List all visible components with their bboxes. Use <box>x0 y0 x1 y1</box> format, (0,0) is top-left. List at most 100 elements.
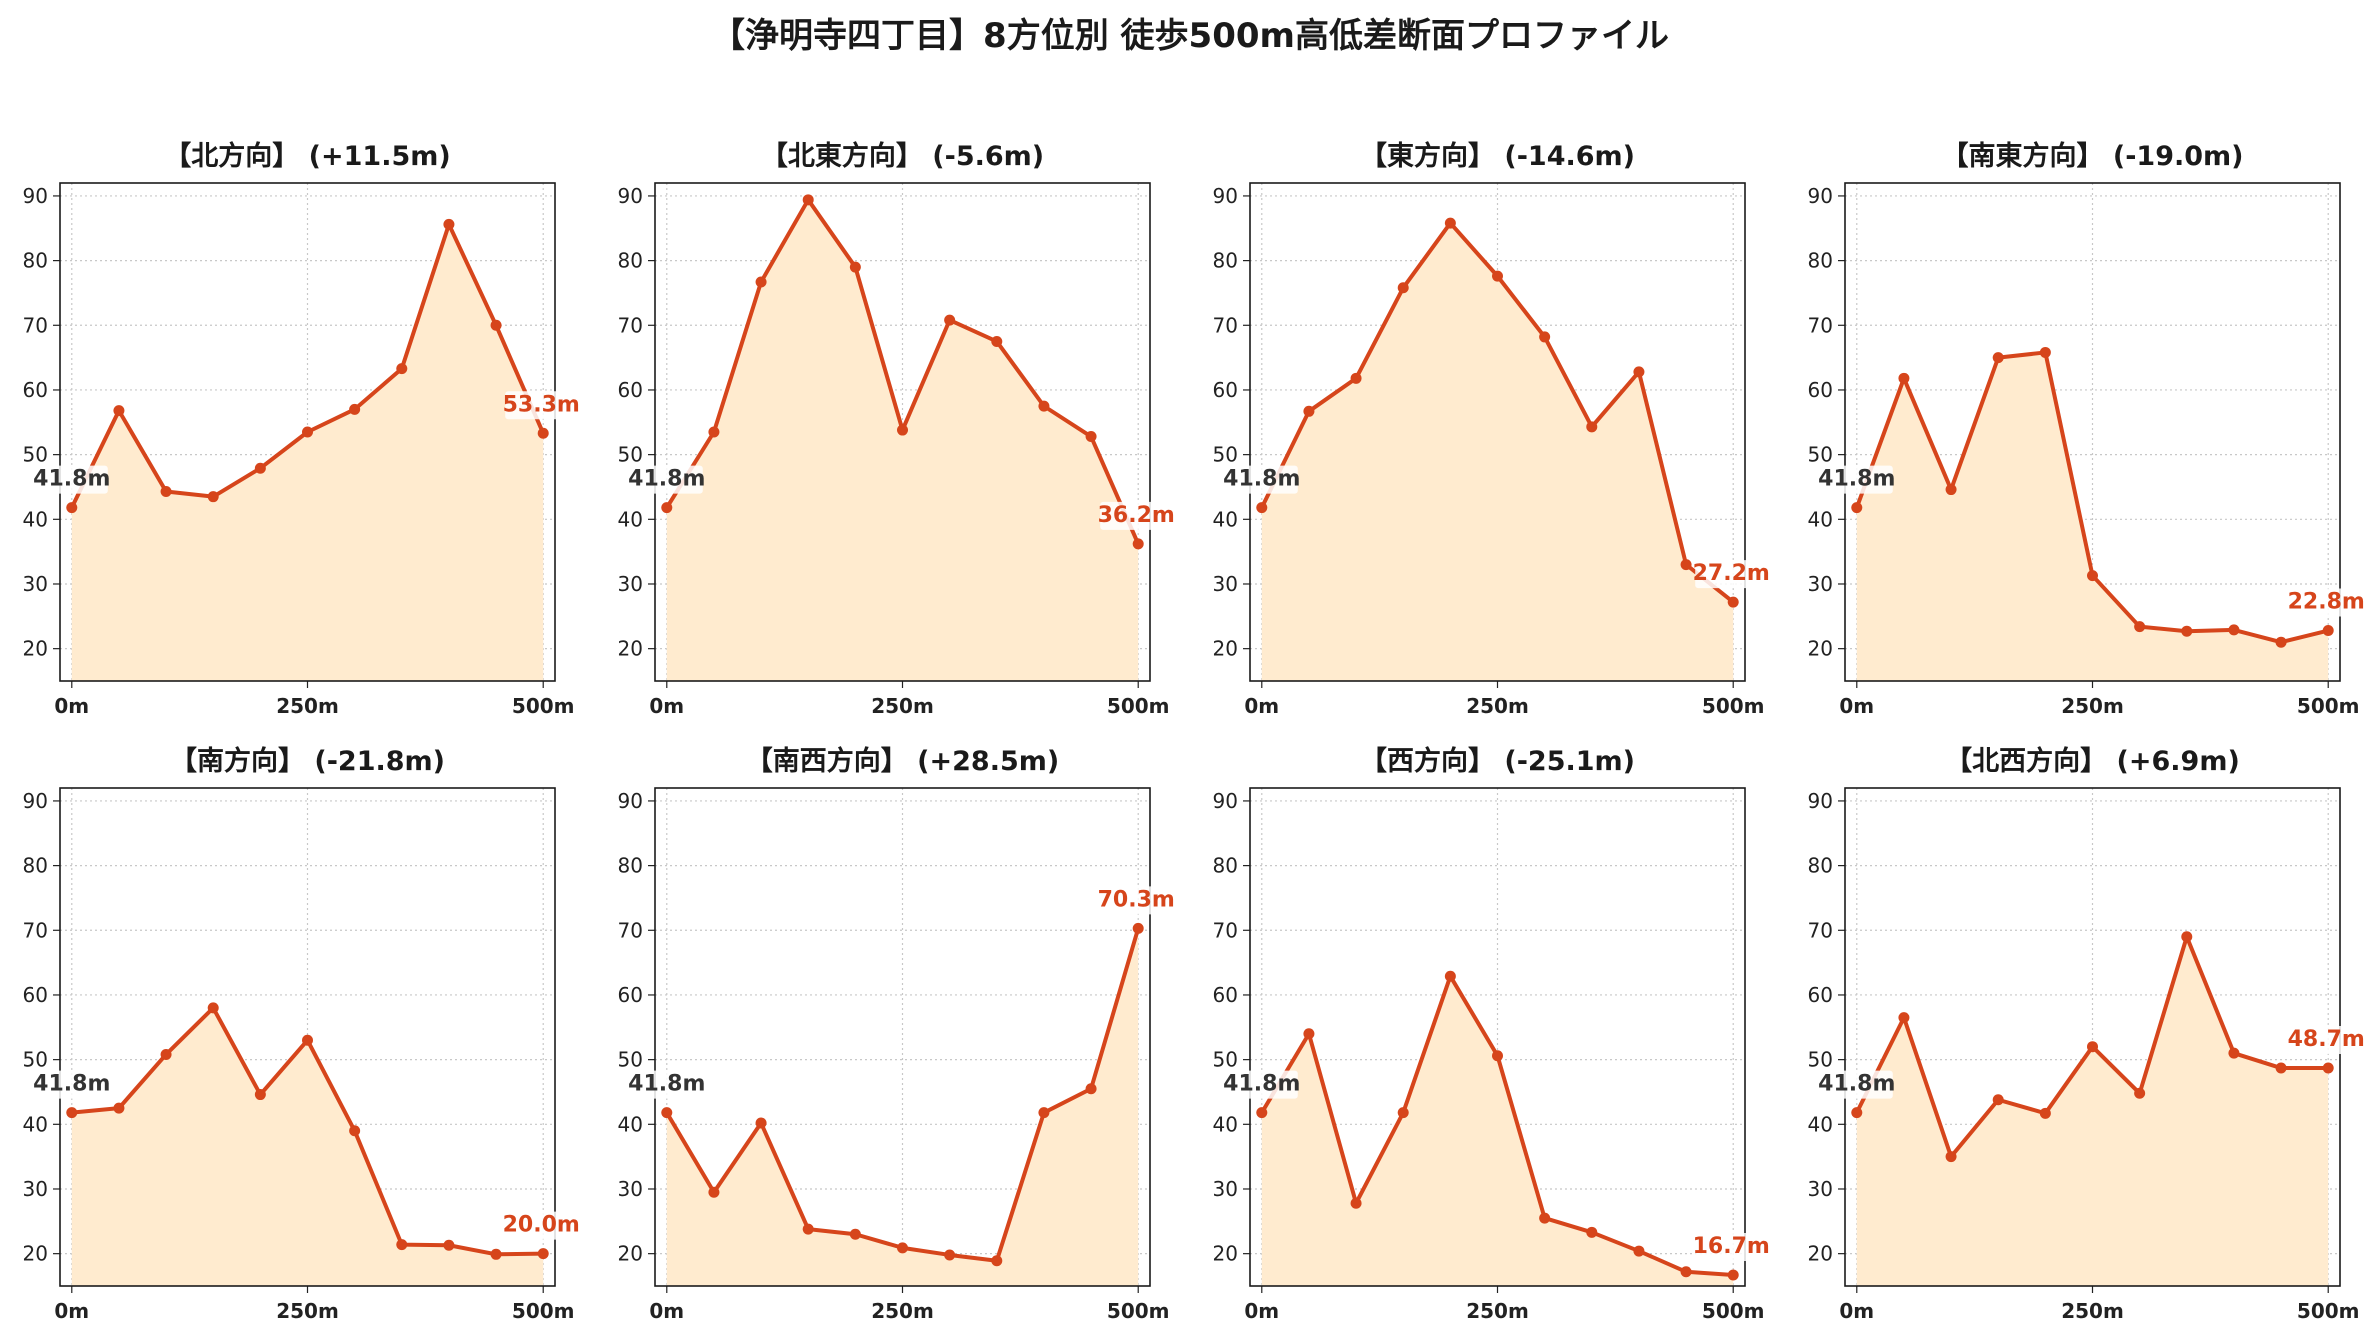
data-point <box>2087 570 2098 582</box>
y-tick-label: 50 <box>618 1048 643 1072</box>
y-tick-label: 30 <box>1213 1177 1238 1201</box>
data-point <box>396 363 408 375</box>
data-point <box>2134 621 2146 633</box>
end-label-bg <box>2290 1026 2363 1055</box>
area-fill <box>1856 352 2329 681</box>
data-point <box>490 319 502 331</box>
start-label: 41.8m <box>1818 467 1895 492</box>
y-tick-label: 50 <box>1213 1048 1238 1072</box>
data-point <box>2134 1087 2146 1099</box>
x-tick-label: 250m <box>1466 694 1529 718</box>
y-tick-label: 80 <box>1808 249 1833 273</box>
y-tick-label: 60 <box>1213 378 1238 402</box>
data-point <box>2181 931 2193 943</box>
x-tick-label: 250m <box>2061 1299 2124 1323</box>
data-point <box>1680 559 1692 571</box>
data-point <box>207 1002 219 1014</box>
y-tick-label: 40 <box>1808 507 1833 531</box>
data-point <box>349 1125 361 1137</box>
end-label-bg <box>1695 1233 1768 1262</box>
data-point <box>755 1117 767 1129</box>
y-tick-label: 20 <box>1213 1242 1238 1266</box>
x-tick-label: 0m <box>54 1299 89 1323</box>
data-point <box>113 405 125 417</box>
x-tick-label: 250m <box>1466 1299 1529 1323</box>
end-label: 36.2m <box>1098 503 1175 528</box>
data-point <box>1303 1028 1315 1040</box>
y-tick-label: 20 <box>618 1242 643 1266</box>
x-tick-label: 250m <box>276 694 339 718</box>
y-tick-label: 30 <box>1808 1177 1833 1201</box>
y-tick-label: 30 <box>23 1177 48 1201</box>
data-point <box>991 1255 1003 1267</box>
plot-frame <box>1249 182 1746 682</box>
area-fill <box>71 1007 544 1286</box>
end-label-bg <box>1100 501 1173 530</box>
end-label-bg <box>505 391 578 420</box>
y-tick-label: 70 <box>23 918 48 942</box>
y-tick-label: 60 <box>1808 983 1833 1007</box>
data-point <box>1992 1094 2004 1106</box>
panel-title: 【東方向】 (-14.6m) <box>1360 140 1635 172</box>
data-point <box>537 1248 549 1260</box>
start-label: 41.8m <box>628 467 705 492</box>
y-tick-label: 70 <box>618 313 643 337</box>
data-point <box>1945 484 1957 496</box>
data-point <box>1085 431 1097 443</box>
y-tick-label: 60 <box>23 378 48 402</box>
x-tick-label: 250m <box>871 694 934 718</box>
start-label: 41.8m <box>1818 1072 1895 1097</box>
x-tick-label: 500m <box>512 1299 575 1323</box>
data-point <box>1633 1245 1645 1257</box>
start-label: 41.8m <box>33 467 110 492</box>
y-tick-label: 90 <box>23 184 48 208</box>
data-point <box>1397 1107 1409 1119</box>
plot-frame <box>1249 787 1746 1287</box>
chart-panel-7: 【北西方向】 (+6.9m) 20 30 40 50 60 70 80 90 0m 250m 500m… <box>1808 745 2365 1323</box>
plot-frame <box>654 182 1151 682</box>
data-point <box>160 1048 172 1060</box>
start-label-bg <box>630 465 703 494</box>
y-tick-label: 90 <box>618 789 643 813</box>
y-tick-label: 20 <box>618 637 643 661</box>
end-label-bg <box>505 1211 578 1240</box>
data-point <box>66 502 78 514</box>
data-point <box>2275 636 2287 648</box>
start-label-bg <box>35 465 108 494</box>
y-tick-label: 30 <box>618 1177 643 1201</box>
y-tick-label: 30 <box>23 572 48 596</box>
y-tick-label: 80 <box>23 854 48 878</box>
y-tick-label: 80 <box>1808 854 1833 878</box>
plot-frame <box>654 787 1151 1287</box>
data-point <box>254 1089 266 1101</box>
y-tick-label: 50 <box>1808 1048 1833 1072</box>
end-label: 53.3m <box>503 392 580 417</box>
data-point <box>537 427 549 439</box>
end-label: 16.7m <box>1693 1234 1770 1259</box>
data-point <box>1851 502 1863 514</box>
data-point <box>708 426 720 438</box>
y-tick-label: 20 <box>23 1242 48 1266</box>
data-point <box>1492 1050 1503 1062</box>
x-tick-label: 0m <box>649 1299 684 1323</box>
area-fill <box>666 199 1139 681</box>
y-tick-label: 20 <box>23 637 48 661</box>
data-point <box>1727 1269 1739 1281</box>
data-point <box>2228 624 2240 636</box>
data-point <box>1945 1151 1957 1163</box>
y-tick-label: 50 <box>618 443 643 467</box>
data-point <box>302 426 313 438</box>
y-tick-label: 40 <box>23 1112 48 1136</box>
y-tick-label: 70 <box>1808 313 1833 337</box>
data-point <box>2039 1107 2051 1119</box>
y-tick-label: 40 <box>1213 1112 1238 1136</box>
chart-panel-1: 【北東方向】 (-5.6m) 20 30 40 50 60 70 80 90 0m 250m 500m… <box>618 140 1175 718</box>
data-point <box>113 1102 125 1114</box>
data-point <box>2228 1047 2240 1059</box>
end-label: 70.3m <box>1098 887 1175 912</box>
data-point <box>2039 346 2051 358</box>
y-tick-label: 60 <box>1808 378 1833 402</box>
end-label-bg <box>1100 886 1173 915</box>
y-tick-label: 30 <box>1808 572 1833 596</box>
